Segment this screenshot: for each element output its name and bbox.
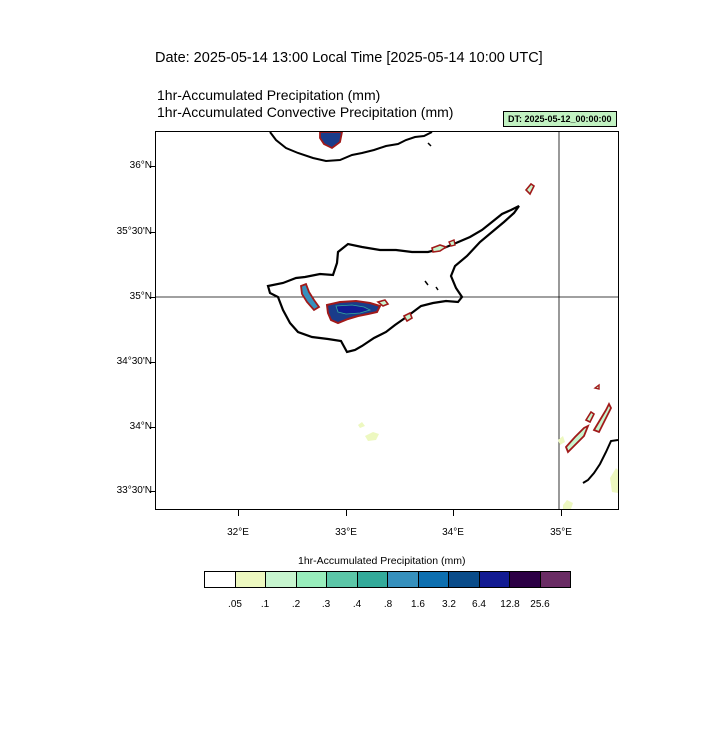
precip-patch-light bbox=[563, 500, 573, 509]
lon-tick bbox=[453, 510, 454, 516]
precip-cluster-cyprus-north bbox=[431, 244, 448, 253]
lat-tick bbox=[150, 362, 156, 363]
lon-label: 32°E bbox=[227, 527, 249, 538]
lat-label: 36°N bbox=[129, 160, 152, 171]
precip-cluster-cyprus-west bbox=[300, 282, 321, 312]
colorbar-swatch bbox=[510, 572, 541, 587]
lon-label: 34°E bbox=[442, 527, 464, 538]
lat-tick bbox=[150, 427, 156, 428]
lat-tick bbox=[150, 232, 156, 233]
map-svg bbox=[156, 132, 618, 509]
precip-cluster-levant-3 bbox=[584, 410, 596, 424]
precip-cluster-levant-1 bbox=[564, 424, 590, 454]
precip-cluster-cyprus-east bbox=[376, 299, 390, 307]
colorbar-swatch bbox=[449, 572, 480, 587]
precip-cluster-levant-4 bbox=[593, 383, 600, 390]
colorbar-label: .3 bbox=[321, 599, 331, 610]
precip-patch-light bbox=[610, 468, 618, 493]
colorbar-label: .4 bbox=[352, 599, 362, 610]
colorbar-swatch bbox=[327, 572, 358, 587]
colorbar-swatch bbox=[296, 572, 327, 587]
lat-label: 33°30'N bbox=[116, 485, 152, 496]
colorbar-label: .05 bbox=[228, 599, 242, 610]
turkey-islet bbox=[427, 142, 432, 147]
colorbar-title: 1hr-Accumulated Precipitation (mm) bbox=[298, 555, 466, 567]
precip-patch-light bbox=[558, 436, 565, 445]
lat-label: 35°N bbox=[129, 291, 152, 302]
colorbar-swatch bbox=[235, 572, 266, 587]
precip-cluster-cyprus-core bbox=[335, 304, 372, 315]
lon-label: 33°E bbox=[335, 527, 357, 538]
colorbar-swatch bbox=[388, 572, 419, 587]
cyprus-coastline bbox=[266, 205, 520, 354]
colorbar-label: 25.6 bbox=[530, 599, 550, 610]
precip-patch-light bbox=[358, 422, 365, 428]
precip-cluster-karpas bbox=[524, 182, 536, 196]
precip-title: 1hr-Accumulated Precipitation (mm) bbox=[157, 87, 381, 103]
lon-tick bbox=[238, 510, 239, 516]
colorbar-label: .2 bbox=[291, 599, 301, 610]
colorbar-swatch bbox=[266, 572, 297, 587]
dt-badge: DT: 2025-05-12_00:00:00 bbox=[503, 111, 617, 127]
lon-label: 35°E bbox=[550, 527, 572, 538]
colorbar-swatch bbox=[540, 572, 570, 587]
colorbar-label: .1 bbox=[260, 599, 270, 610]
colorbar bbox=[204, 571, 571, 588]
date-title: Date: 2025-05-14 13:00 Local Time [2025-… bbox=[155, 50, 543, 66]
precip-cluster-turkey bbox=[319, 132, 343, 150]
colorbar-swatch bbox=[418, 572, 449, 587]
levant-coastline bbox=[582, 439, 618, 484]
turkey-coastline bbox=[269, 132, 433, 163]
colorbar-label: 12.8 bbox=[500, 599, 520, 610]
lat-tick bbox=[150, 166, 156, 167]
precip-cluster-cyprus-south bbox=[402, 311, 413, 323]
colorbar-label: .8 bbox=[383, 599, 393, 610]
lat-label: 34°N bbox=[129, 421, 152, 432]
lat-tick bbox=[150, 491, 156, 492]
lon-tick bbox=[561, 510, 562, 516]
precip-cluster-cyprus-north-2 bbox=[448, 239, 456, 247]
cyprus-islet-2 bbox=[435, 286, 439, 291]
lon-tick bbox=[346, 510, 347, 516]
colorbar-label: 6.4 bbox=[472, 599, 486, 610]
colorbar-swatch bbox=[479, 572, 510, 587]
map-panel bbox=[155, 131, 619, 510]
colorbar-label: 1.6 bbox=[411, 599, 425, 610]
precip-patch-light bbox=[365, 432, 379, 441]
lat-tick bbox=[150, 297, 156, 298]
colorbar-label: 3.2 bbox=[442, 599, 456, 610]
convective-precip-title: 1hr-Accumulated Convective Precipitation… bbox=[157, 104, 454, 120]
cyprus-islet bbox=[424, 280, 429, 286]
lat-label: 35°30'N bbox=[116, 226, 152, 237]
lat-label: 34°30'N bbox=[116, 356, 152, 367]
colorbar-swatch bbox=[205, 572, 236, 587]
colorbar-swatch bbox=[357, 572, 388, 587]
precip-cluster-levant-2 bbox=[592, 401, 613, 434]
